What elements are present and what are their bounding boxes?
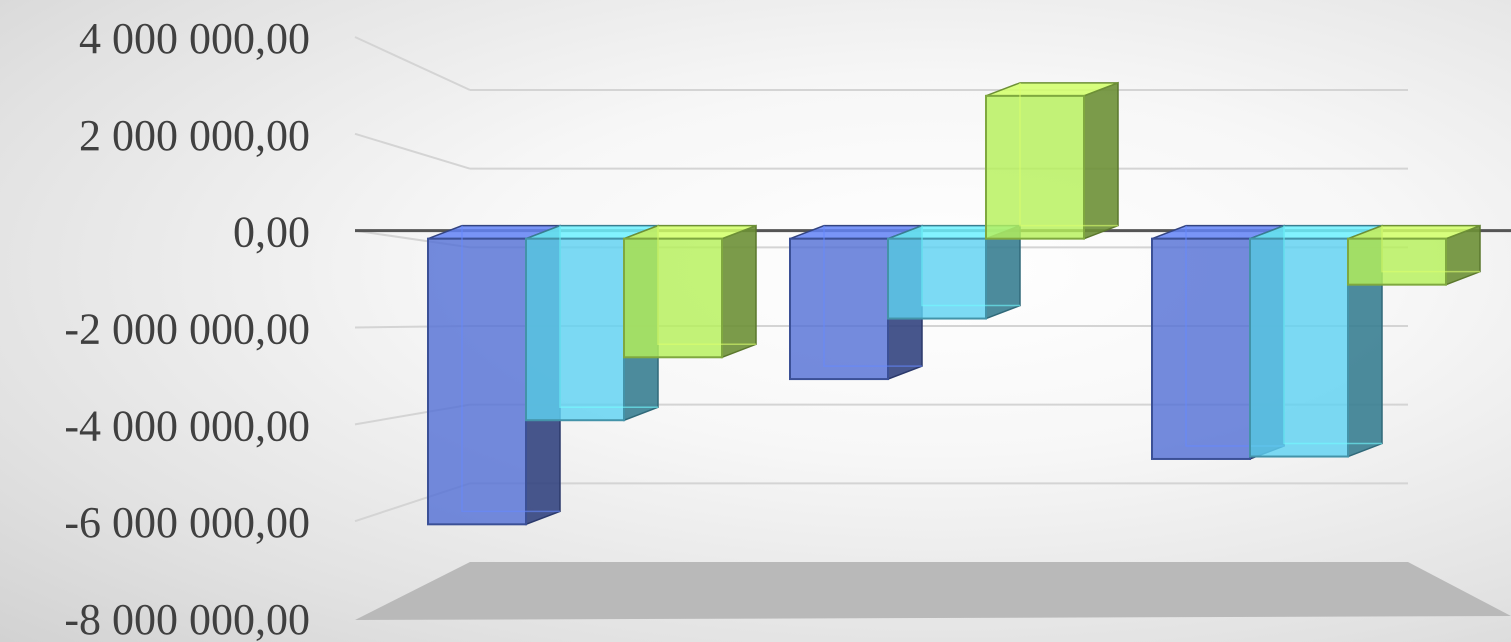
bar-inner-edge	[921, 225, 1020, 307]
bar	[1151, 237, 1251, 460]
bar	[985, 94, 1085, 240]
bar	[1347, 237, 1447, 286]
bar	[427, 237, 527, 526]
bar-inner-edge	[1019, 82, 1118, 227]
bar	[887, 237, 987, 320]
chart-floor	[355, 562, 1511, 620]
y-tick-label: -6 000 000,00	[64, 498, 310, 547]
bars	[427, 81, 1481, 526]
bar-inner-edge	[823, 225, 922, 367]
y-tick-label: 2 000 000,00	[79, 111, 310, 160]
bar-side-face	[1083, 81, 1119, 240]
side-gridline	[354, 132, 471, 170]
y-tick-label: -8 000 000,00	[64, 595, 310, 642]
bar-inner-edge	[461, 225, 560, 513]
y-tick-label: 4 000 000,00	[79, 14, 310, 63]
bar-inner-edge	[1283, 225, 1382, 445]
bar-group2-series3	[985, 81, 1119, 240]
floor-plane	[355, 562, 1511, 620]
side-gridline	[354, 36, 471, 91]
y-axis-labels: 4 000 000,00 2 000 000,00 0,00 -2 000 000,0…	[64, 14, 310, 642]
y-tick-label: 0,00	[233, 208, 310, 257]
bar-inner-edge	[1381, 225, 1480, 273]
bar-inner-edge	[559, 225, 658, 408]
bar-inner-edge	[657, 225, 756, 346]
bar	[789, 237, 889, 381]
y-tick-label: -2 000 000,00	[64, 305, 310, 354]
bar-group1-series3	[623, 224, 757, 359]
bar	[1249, 237, 1349, 458]
y-tick-label: -4 000 000,00	[64, 401, 310, 450]
bar	[525, 237, 625, 422]
bar-side-face	[721, 224, 757, 359]
bar	[623, 237, 723, 359]
bar-group3-series3	[1347, 224, 1481, 286]
